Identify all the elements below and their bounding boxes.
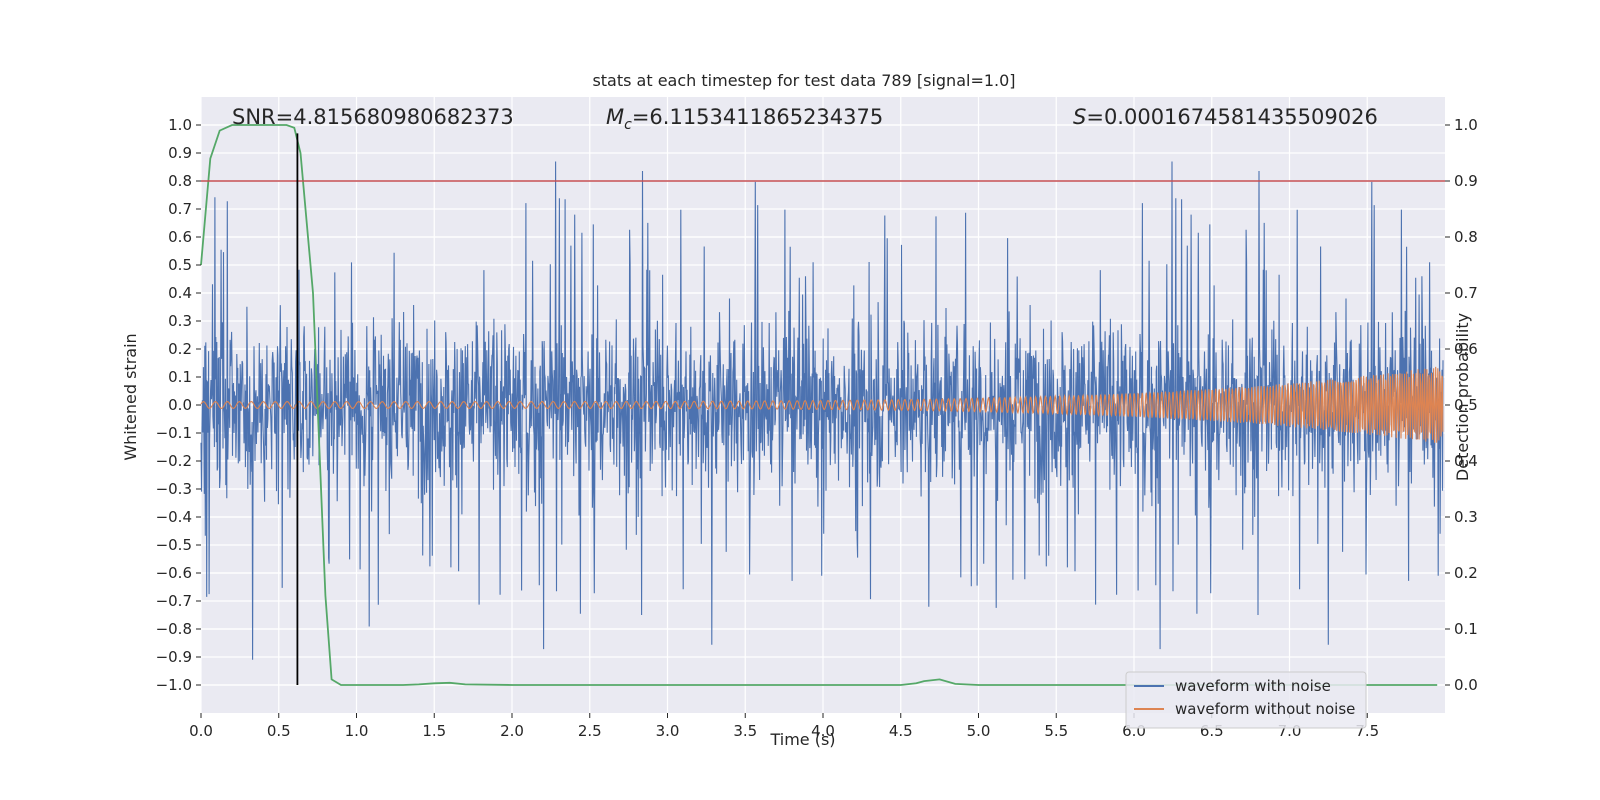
y-left-tick-label: 0.3 <box>168 312 192 330</box>
y-right-tick-label: 0.9 <box>1454 172 1478 190</box>
noisy-waveform-line <box>200 161 1444 660</box>
x-tick-label: 4.5 <box>889 722 913 740</box>
y-left-tick-label: −0.7 <box>156 592 192 610</box>
y-left-tick-label: −0.1 <box>156 424 192 442</box>
y-right-tick-label: 0.0 <box>1454 676 1478 694</box>
y-left-tick-label: 0.5 <box>168 256 192 274</box>
chart-title: stats at each timestep for test data 789… <box>592 71 1015 90</box>
x-tick-label: 0.0 <box>189 722 213 740</box>
y-left-tick-label: 0.2 <box>168 340 192 358</box>
y-right-tick-label: 0.1 <box>1454 620 1478 638</box>
y-right-tick-label: 0.7 <box>1454 284 1478 302</box>
y-left-tick-label: 0.0 <box>168 396 192 414</box>
y-right-tick-label: 0.3 <box>1454 508 1478 526</box>
x-tick-label: 2.5 <box>578 722 602 740</box>
y-left-tick-label: −0.2 <box>156 452 192 470</box>
y-left-tick-label: −0.9 <box>156 648 192 666</box>
y-right-tick-label: 0.5 <box>1454 396 1478 414</box>
y-axis-left-label: Whitened strain <box>121 333 140 460</box>
y-left-tick-label: 1.0 <box>168 116 192 134</box>
y-axis-left: 1.0 0.9 0.8 0.7 0.6 0.5 0.4 0.3 0.2 0.1 0.0 −0.1 −0.… <box>156 116 201 694</box>
chirp-mass-subscript: c <box>624 117 632 133</box>
y-left-tick-label: −0.3 <box>156 480 192 498</box>
x-axis-label: Time (s) <box>769 730 835 749</box>
y-left-tick-label: −1.0 <box>156 676 192 694</box>
y-left-tick-label: −0.4 <box>156 508 192 526</box>
legend-frame <box>1125 671 1367 729</box>
y-right-tick-label: 1.0 <box>1454 116 1478 134</box>
y-left-tick-label: 0.1 <box>168 368 192 386</box>
y-right-tick-label: 0.2 <box>1454 564 1478 582</box>
snr-annotation: SNR=4.815680980682373 <box>232 105 514 129</box>
x-tick-label: 5.0 <box>967 722 991 740</box>
y-axis-right: 1.0 0.9 0.8 0.7 0.6 0.5 0.4 0.3 0.2 0.1 0.0 <box>1445 116 1478 694</box>
x-tick-label: 3.5 <box>733 722 757 740</box>
y-left-tick-label: 0.4 <box>168 284 192 302</box>
chirp-mass-symbol: M <box>606 105 624 129</box>
legend-label-noisy: waveform with noise <box>1175 677 1331 695</box>
y-right-tick-label: 0.6 <box>1454 340 1478 358</box>
x-tick-label: 5.5 <box>1044 722 1068 740</box>
probability-series <box>200 124 1438 686</box>
y-left-tick-label: −0.8 <box>156 620 192 638</box>
noisy-waveform-series <box>200 161 1444 660</box>
s-symbol: S <box>1073 105 1086 129</box>
chirp-mass-annotation: Mc=6.1153411865234375 <box>606 105 883 133</box>
x-tick-label: 1.0 <box>345 722 369 740</box>
clean-waveform-line <box>200 366 1444 443</box>
y-left-tick-label: −0.6 <box>156 564 192 582</box>
legend: waveform with noise waveform without noi… <box>1125 671 1367 729</box>
x-tick-label: 3.0 <box>656 722 680 740</box>
x-tick-label: 2.0 <box>500 722 524 740</box>
clean-waveform-series <box>200 366 1444 443</box>
y-left-tick-label: 0.9 <box>168 144 192 162</box>
y-left-tick-label: 0.6 <box>168 228 192 246</box>
probability-line <box>200 124 1438 686</box>
overlay-lines <box>201 133 1445 685</box>
x-tick-label: 0.5 <box>267 722 291 740</box>
y-left-tick-label: 0.7 <box>168 200 192 218</box>
s-value: =0.0001674581435509026 <box>1086 105 1378 129</box>
s-annotation: S=0.0001674581435509026 <box>1073 105 1378 129</box>
legend-label-clean: waveform without noise <box>1175 700 1355 718</box>
x-tick-label: 1.5 <box>422 722 446 740</box>
y-right-tick-label: 0.4 <box>1454 452 1478 470</box>
x-tick-label: 4.0 <box>811 722 835 740</box>
y-left-tick-label: −0.5 <box>156 536 192 554</box>
y-right-tick-label: 0.8 <box>1454 228 1478 246</box>
chirp-mass-value: =6.1153411865234375 <box>632 105 883 129</box>
y-left-tick-label: 0.8 <box>168 172 192 190</box>
y-axis-right-label: Detection probability <box>1453 313 1472 481</box>
